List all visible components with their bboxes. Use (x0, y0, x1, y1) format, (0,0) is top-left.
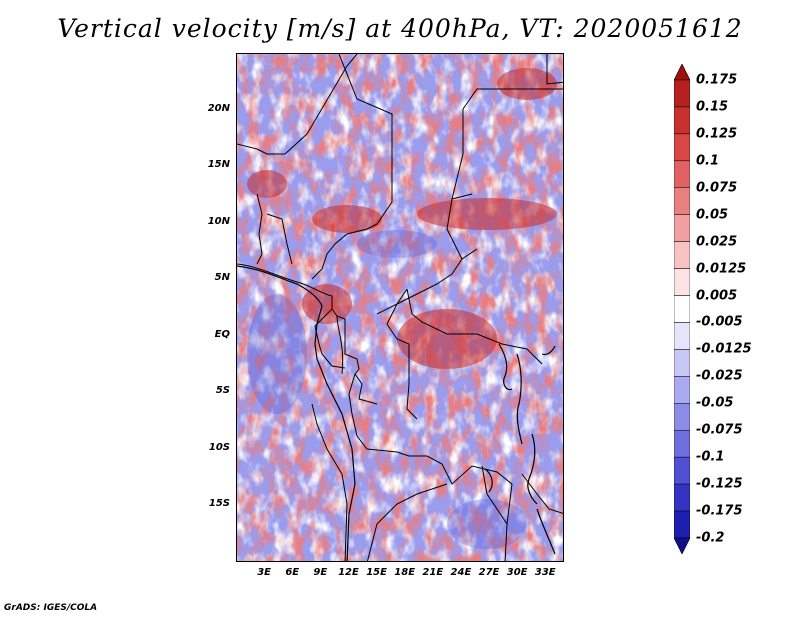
colorbar-tick-label: -0.005 (696, 314, 743, 330)
colorbar-tick-label: -0.075 (696, 422, 743, 438)
colorbar-bin (674, 429, 690, 458)
colorbar-bin (674, 376, 690, 404)
colorbar-bin (674, 241, 690, 269)
colorbar-top-arrow (674, 64, 690, 81)
colorbar-bin (674, 160, 690, 189)
lat-tick-label: 5N (214, 272, 230, 284)
vertical-velocity-field (237, 54, 563, 561)
colorbar-tick-label: -0.1 (696, 449, 725, 465)
colorbar-tick-label: 0.175 (696, 72, 738, 88)
colorbar-bin (674, 106, 690, 135)
colorbar-bin (674, 133, 690, 162)
credit-label: GrADS: IGES/COLA (4, 603, 98, 613)
colorbar (674, 64, 690, 554)
lon-tick-label: 18E (394, 567, 416, 578)
strong-ascent-patches (247, 68, 557, 369)
lat-tick-label: 10N (207, 215, 230, 227)
colorbar-tick-label: -0.175 (696, 503, 743, 519)
lon-tick-label: 21E (422, 567, 444, 578)
colorbar-tick-label: 0.1 (696, 153, 720, 169)
colorbar-bin (674, 79, 690, 108)
colorbar-bin (674, 456, 690, 485)
lon-tick-label: 15E (366, 567, 387, 578)
lon-tick-label: 30E (506, 567, 528, 578)
colorbar-tick-label: 0.075 (696, 180, 738, 196)
colorbar-tick-label: -0.0125 (696, 341, 752, 357)
lon-tick-label: 33E (534, 567, 556, 578)
coastline (237, 265, 356, 561)
lon-tick-label: 27E (478, 567, 500, 578)
colorbar-bin (674, 349, 690, 377)
lat-tick-label: 15N (207, 159, 230, 171)
colorbar-tick-label: -0.125 (696, 476, 743, 492)
descent-patches (247, 230, 527, 549)
colorbar-tick-label: -0.05 (696, 395, 734, 411)
lake-outlines (484, 343, 556, 555)
colorbar-tick-label: -0.2 (696, 530, 725, 546)
lon-tick-label: 3E (257, 567, 272, 578)
colorbar-bin (674, 483, 690, 512)
colorbar-bin (674, 268, 690, 296)
colorbar-bin (674, 322, 690, 350)
chart-title: Vertical velocity [m/s] at 400hPa, VT: 2… (57, 14, 743, 43)
colorbar-bin (674, 403, 690, 431)
lat-tick-label: 10S (208, 441, 230, 453)
field-speckle (237, 54, 563, 561)
colorbar-tick-label: 0.15 (696, 99, 729, 115)
lat-tick-label: 15S (208, 498, 230, 510)
lon-tick-label: 24E (450, 567, 472, 578)
lon-tick-label: 9E (313, 567, 328, 578)
lat-tick-label: 20N (207, 102, 230, 114)
colorbar-tick-label: 0.05 (696, 207, 729, 223)
lat-tick-label: 5S (215, 385, 230, 397)
lon-tick-label: 12E (338, 567, 359, 578)
colorbar-tick-label: 0.005 (696, 288, 738, 304)
colorbar-bottom-arrow (674, 537, 690, 554)
lon-tick-label: 6E (285, 567, 300, 578)
colorbar-tick-label: 0.125 (696, 126, 738, 142)
colorbar-tick-label: -0.025 (696, 368, 743, 384)
colorbar-bin (674, 295, 690, 323)
colorbar-tick-label: 0.0125 (696, 261, 747, 277)
lat-tick-label: EQ (214, 328, 230, 340)
colorbar-bin (674, 214, 690, 242)
map-panel (236, 53, 564, 562)
colorbar-bin (674, 187, 690, 215)
colorbar-bin (674, 510, 690, 539)
country-borders (237, 54, 563, 561)
colorbar-tick-label: 0.025 (696, 234, 738, 250)
